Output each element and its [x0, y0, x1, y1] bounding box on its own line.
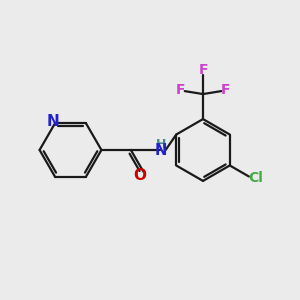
Text: F: F — [221, 82, 230, 97]
Text: N: N — [155, 143, 167, 158]
Text: N: N — [46, 114, 59, 129]
Text: F: F — [176, 82, 185, 97]
Text: F: F — [198, 64, 208, 77]
Text: Cl: Cl — [248, 171, 263, 185]
Text: H: H — [156, 138, 166, 151]
Text: O: O — [133, 168, 146, 183]
